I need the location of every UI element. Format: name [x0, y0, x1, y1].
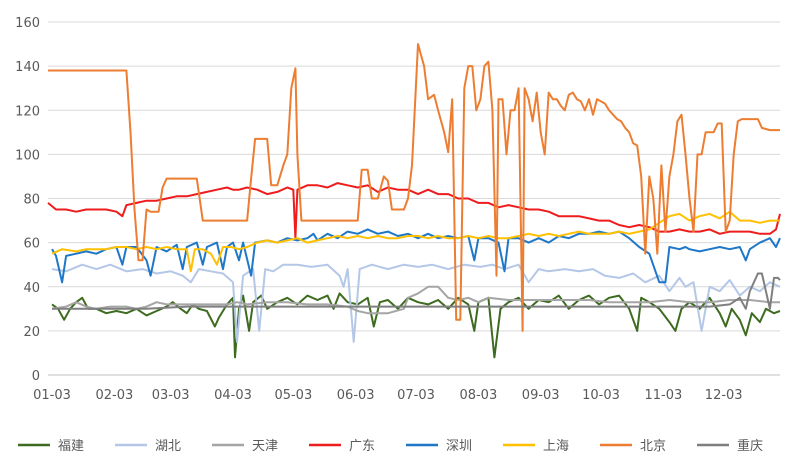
y-tick-label: 140 — [15, 60, 40, 75]
series-line — [51, 285, 780, 315]
y-tick-label: 160 — [15, 16, 40, 31]
legend-label: 天津 — [252, 439, 278, 454]
x-tick-label: 01-03 — [33, 388, 71, 403]
x-tick-label: 06-03 — [337, 388, 375, 403]
x-axis-tick-labels: 01-03 02-03 03-03 04-03 05-03 06-03 07-03 08-03… — [33, 388, 742, 403]
x-tick-label: 05-03 — [274, 388, 312, 403]
series-line — [52, 272, 781, 310]
x-tick-label: 08-03 — [459, 388, 497, 403]
x-tick-label: 04-03 — [214, 388, 252, 403]
legend-label: 深圳 — [446, 439, 472, 454]
legend-label: 上海 — [543, 439, 569, 454]
legend-label: 福建 — [58, 439, 84, 454]
y-tick-label: 100 — [15, 148, 40, 163]
series-line — [51, 292, 781, 359]
y-tick-label: 40 — [23, 281, 40, 296]
x-tick-label: 02-03 — [95, 388, 133, 403]
y-tick-label: 80 — [23, 193, 40, 208]
x-tick-label: 11-03 — [644, 388, 682, 403]
x-tick-label: 09-03 — [522, 388, 560, 403]
x-tick-label: 10-03 — [582, 388, 620, 403]
x-tick-label: 07-03 — [397, 388, 435, 403]
legend-label: 重庆 — [737, 438, 763, 454]
y-axis-tick-labels: 0 20 40 60 80 100 120 140 160 — [15, 16, 40, 384]
x-tick-label: 12-03 — [705, 388, 743, 403]
series-line — [51, 263, 781, 343]
series-line — [51, 210, 780, 273]
y-tick-label: 120 — [15, 104, 40, 119]
legend-label: 湖北 — [155, 439, 181, 454]
legend: 福建 湖北 天津 广东 深圳 上海 北京 重庆 — [18, 438, 763, 454]
legend-label: 广东 — [349, 439, 375, 454]
y-tick-label: 20 — [23, 325, 40, 340]
legend-label: 北京 — [640, 439, 666, 454]
y-tick-label: 0 — [32, 369, 40, 384]
series-lines — [47, 43, 781, 359]
y-tick-label: 60 — [23, 237, 40, 252]
x-tick-label: 03-03 — [152, 388, 190, 403]
series-line — [51, 228, 781, 284]
series-line — [48, 43, 780, 332]
